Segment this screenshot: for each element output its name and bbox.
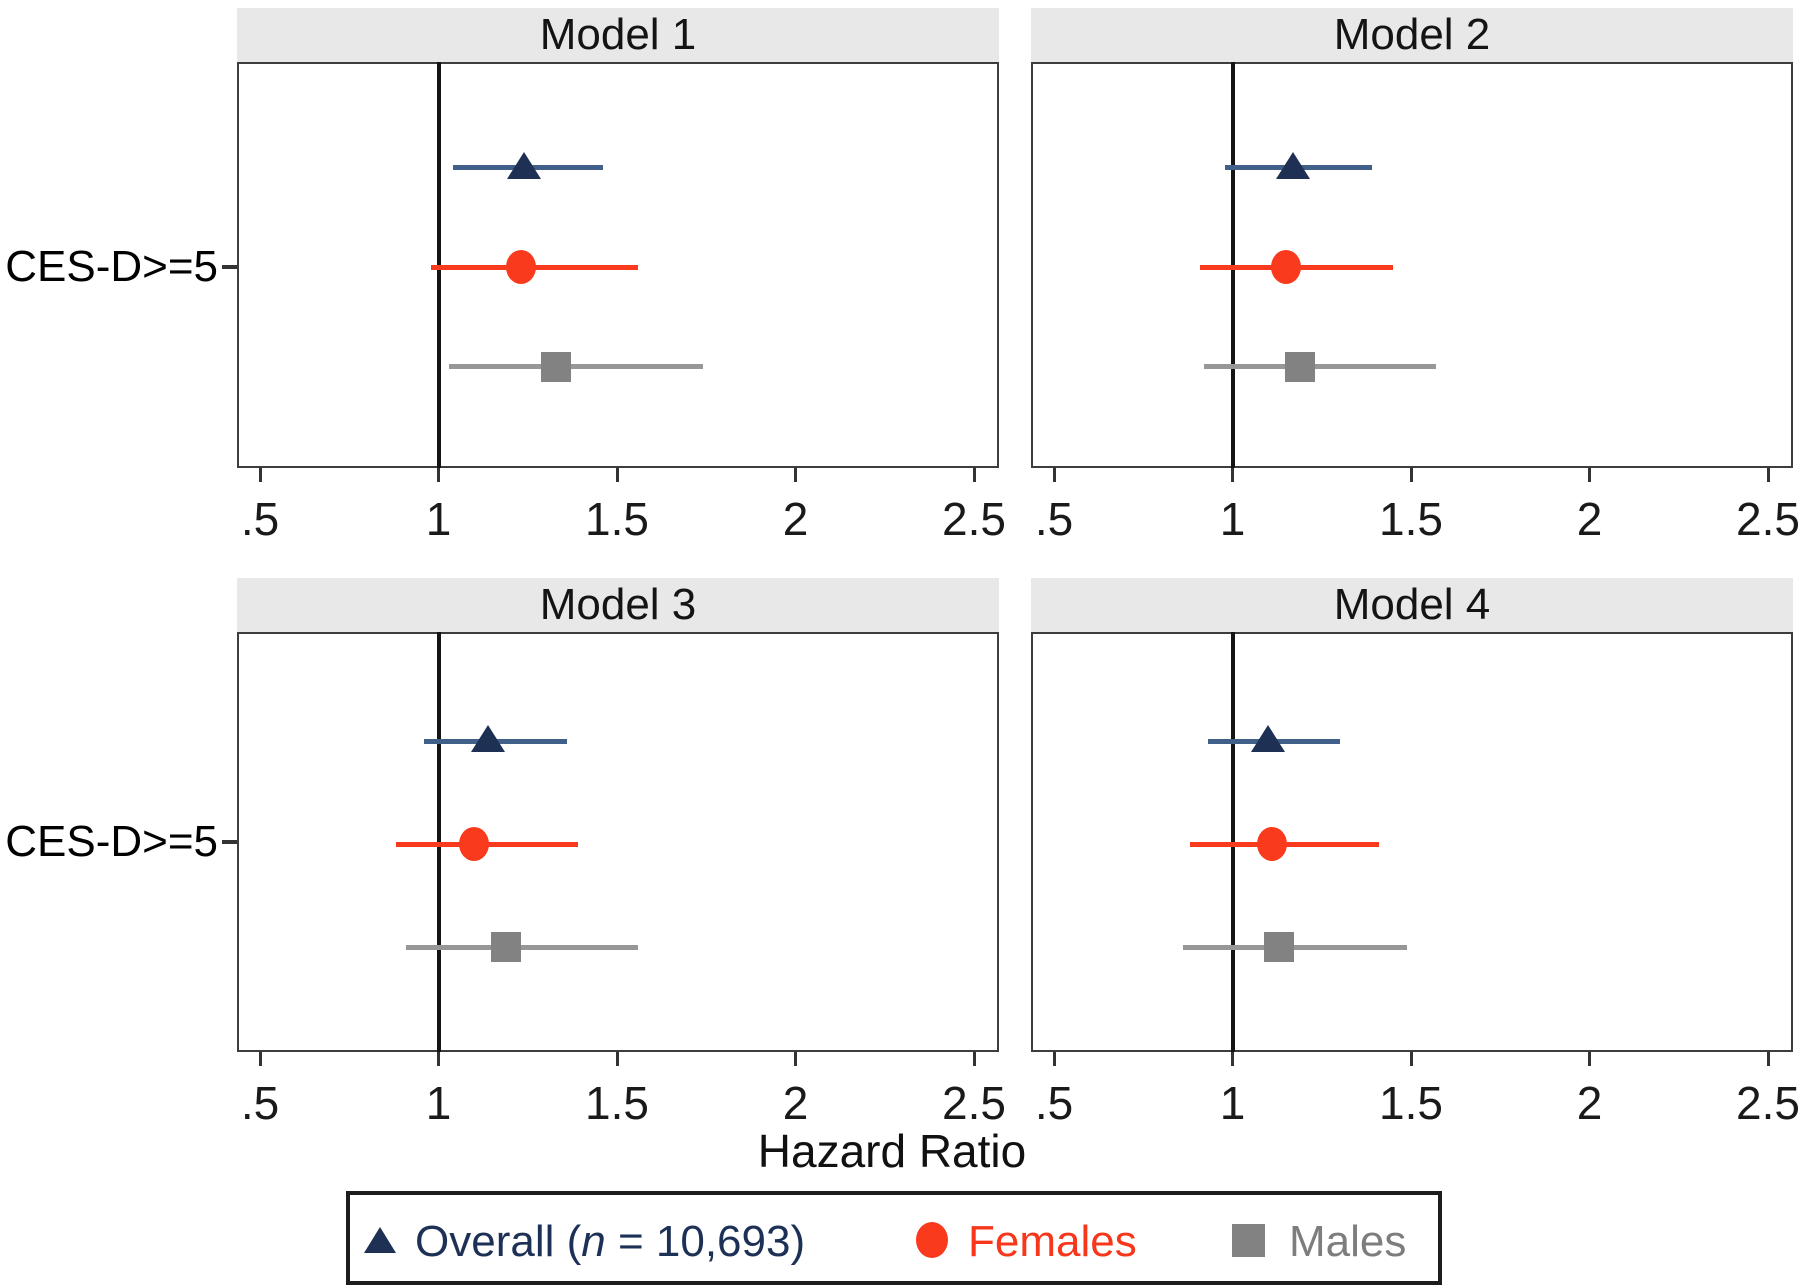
x-axis-tick [258,1052,262,1066]
x-axis-tick-label: 2.5 [1736,493,1800,545]
x-axis-tick-label: 2 [1576,1077,1603,1129]
x-axis-tick [1588,468,1591,482]
point-estimate-triangle-overall [507,151,542,179]
x-axis-tick [437,1052,440,1066]
panel-title: Model 2 [1333,10,1491,59]
x-axis-tick-label: .5 [1034,493,1074,545]
x-axis-tick [972,1052,976,1066]
x-axis-tick-label: 2 [782,1077,809,1129]
ci-line-males [406,944,639,950]
point-estimate-circle-females [505,250,536,285]
panel-plot [1031,632,1793,1052]
legend-triangle-icon [364,1227,396,1253]
point-estimate-triangle-overall [1251,725,1286,753]
y-axis-tick-row1 [222,265,237,269]
panel-plot [237,632,999,1052]
x-axis-tick [1409,1052,1413,1066]
point-estimate-triangle-overall [1276,151,1311,179]
ci-line-males [449,364,703,369]
x-axis-tick-label: 2.5 [942,493,1006,545]
legend: Overall (n = 10,693) Females Males [346,1191,1442,1285]
legend-label-part: Males [1289,1217,1407,1266]
point-estimate-square-males [1285,351,1316,382]
x-axis-title: Hazard Ratio [757,1125,1027,1177]
x-axis-tick [615,468,619,482]
panel-title: Model 3 [539,580,697,629]
legend-label-part-italic: n [581,1217,606,1266]
legend-label: Overall (n = 10,693) [415,1220,805,1264]
point-estimate-triangle-overall [471,725,506,753]
x-axis-tick [794,1052,797,1066]
y-axis-label-row2: CES-D>=5 [5,817,218,866]
point-estimate-circle-females [459,827,490,862]
x-axis-tick-label: 2 [1576,493,1603,545]
x-axis-tick [1231,1052,1234,1066]
panel-title: Model 4 [1333,580,1491,629]
panel-title: Model 1 [539,10,697,59]
panel-header: Model 1 [237,8,999,62]
x-axis-tick [1052,1052,1056,1066]
x-axis-tick [794,468,797,482]
legend-label-part: Overall ( [415,1217,582,1266]
x-axis-tick-label: 1 [425,493,452,545]
x-axis-tick-label: 1.5 [1379,493,1443,545]
x-axis-tick [972,468,976,482]
point-estimate-square-males [541,351,572,382]
x-axis-tick [1409,468,1413,482]
x-axis-tick-label: 2 [782,493,809,545]
y-axis-label-row1: CES-D>=5 [5,242,218,291]
x-axis-tick-label: 1 [425,1077,452,1129]
x-axis-tick [1231,468,1234,482]
x-axis-tick-label: 1.5 [1379,1077,1443,1129]
legend-label: Males [1289,1220,1406,1264]
x-axis-tick [258,468,262,482]
ci-line-males [1203,364,1436,369]
x-axis-tick-label: 2.5 [1736,1077,1800,1129]
legend-label: Females [968,1220,1137,1264]
x-axis-tick-label: 1.5 [585,493,649,545]
panel-header: Model 2 [1031,8,1793,62]
x-axis-tick [615,1052,619,1066]
x-axis-tick [437,468,440,482]
x-axis-tick [1588,1052,1591,1066]
x-axis-tick-label: 2.5 [942,1077,1006,1129]
y-axis-tick-row2 [222,840,237,844]
panel-header: Model 3 [237,578,999,632]
point-estimate-circle-females [1271,250,1302,285]
point-estimate-square-males [1263,932,1294,962]
x-axis-tick-label: 1 [1219,493,1246,545]
x-axis-tick-label: .5 [1034,1077,1074,1129]
legend-label-part: Females [968,1217,1137,1266]
ci-line-males [1182,944,1408,950]
point-estimate-square-males [491,932,522,962]
x-axis-tick-label: 1 [1219,1077,1246,1129]
legend-square-icon [1232,1224,1265,1257]
x-axis-tick [1766,1052,1770,1066]
x-axis-tick [1766,468,1770,482]
legend-circle-icon [916,1222,948,1258]
x-axis-tick-label: .5 [240,493,280,545]
x-axis-tick-label: .5 [240,1077,280,1129]
x-axis-tick [1052,468,1056,482]
panel-header: Model 4 [1031,578,1793,632]
legend-label-part: = 10,693) [605,1217,806,1266]
x-axis-tick-label: 1.5 [585,1077,649,1129]
point-estimate-circle-females [1256,827,1287,862]
panel-plot [1031,62,1793,468]
